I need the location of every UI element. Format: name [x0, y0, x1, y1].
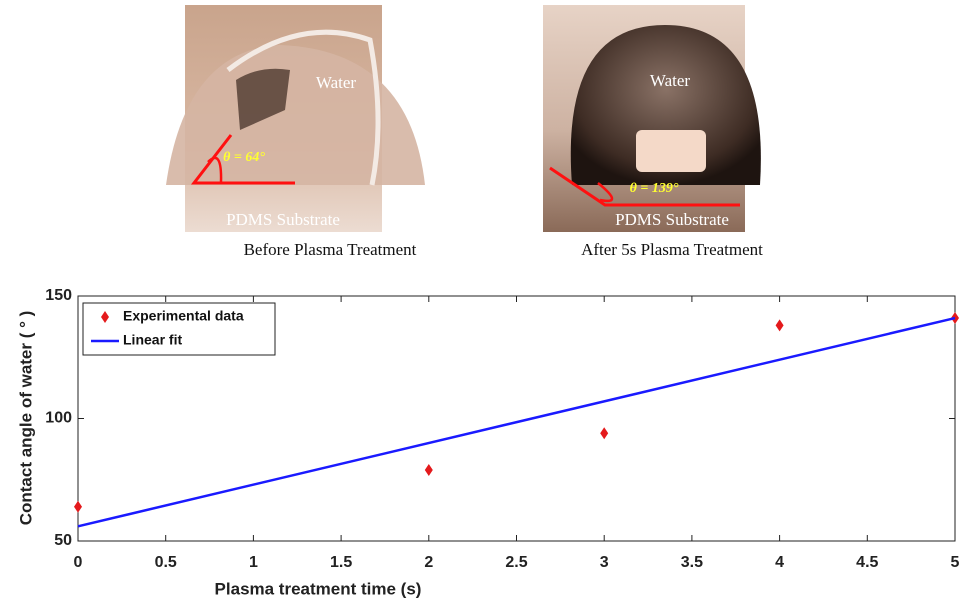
angle-label: θ = 139°: [630, 181, 679, 196]
x-tick-label: 1: [249, 554, 258, 571]
drop-label: Water: [650, 71, 690, 90]
x-tick-label: 5: [951, 554, 959, 571]
x-tick-label: 0.5: [155, 554, 177, 571]
legend-box: [82, 302, 276, 356]
photo-after: Water θ = 139° PDMS Substrate After 5s P…: [543, 5, 763, 259]
legend-symbol: [101, 311, 109, 323]
x-tick-label: 2.5: [505, 554, 527, 571]
data-point: [424, 463, 433, 476]
x-tick-label: 2: [424, 554, 433, 571]
angle-arc: [597, 182, 614, 203]
fit-line: [77, 316, 956, 528]
x-tick-label: 3.5: [681, 554, 703, 571]
chart: Plasma treatment time (s) Contact angle …: [16, 287, 959, 598]
angle-lines: [549, 166, 740, 207]
data-point: [775, 319, 784, 332]
x-axis-label: Plasma treatment time (s): [215, 579, 422, 598]
angle-label: θ = 64°: [223, 150, 265, 165]
x-tick-label: 0: [74, 554, 83, 571]
droplet: [570, 25, 761, 185]
y-axis-label: Contact angle of water ( ° ): [16, 311, 35, 526]
y-tick-label: 100: [45, 410, 72, 427]
droplet: [166, 45, 425, 185]
angle-arc: [207, 156, 223, 183]
angle-lines: [190, 134, 295, 185]
data-point: [74, 500, 82, 513]
x-tick-label: 3: [600, 554, 609, 571]
droplet-rim: [226, 29, 381, 186]
drop-label: Water: [316, 73, 356, 92]
droplet-shadow: [236, 68, 290, 130]
data-point: [600, 427, 609, 440]
substrate-label: PDMS Substrate: [615, 210, 729, 229]
caption: After 5s Plasma Treatment: [581, 240, 763, 259]
caption: Before Plasma Treatment: [244, 240, 417, 259]
x-tick-label: 4: [775, 554, 784, 571]
legend-label: Experimental data: [123, 308, 244, 324]
y-tick-label: 150: [45, 287, 72, 304]
x-tick-label: 1.5: [330, 554, 352, 571]
photo-before: Water θ = 64° PDMS Substrate Before Plas…: [166, 5, 425, 259]
reflection: [636, 130, 706, 172]
legend-label: Linear fit: [123, 332, 182, 348]
substrate-label: PDMS Substrate: [226, 210, 340, 229]
x-tick-label: 4.5: [856, 554, 878, 571]
y-tick-label: 50: [54, 532, 72, 549]
